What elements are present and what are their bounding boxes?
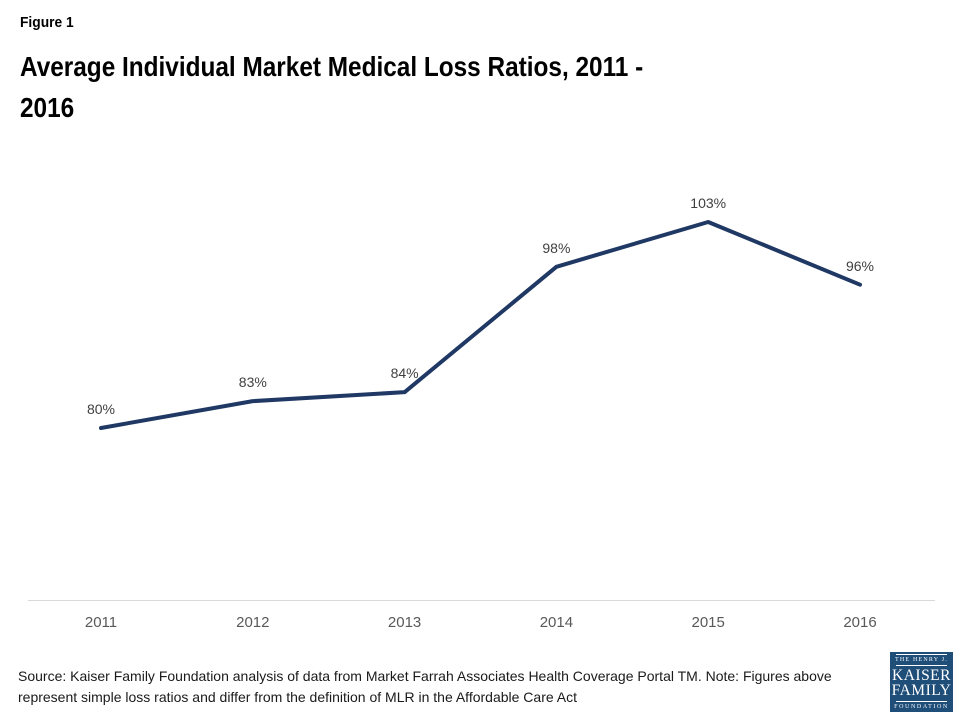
logo-bottom-text: FOUNDATION — [894, 704, 949, 710]
page-title-line-2: 2016 — [20, 92, 75, 123]
figure-label: Figure 1 — [20, 14, 74, 31]
source-note-line-2: represent simple loss ratios and differ … — [18, 689, 577, 705]
data-point-label: 83% — [238, 374, 267, 391]
data-point-label: 98% — [542, 239, 571, 256]
page-title: Average Individual Market Medical Loss R… — [20, 46, 643, 128]
x-axis-label: 2016 — [843, 614, 877, 631]
kaiser-family-foundation-logo: THE HENRY J. KAISER FAMILY FOUNDATION — [890, 652, 953, 712]
logo-top-text: THE HENRY J. — [894, 657, 948, 663]
x-axis-label: 2015 — [691, 614, 725, 631]
x-axis-label: 2011 — [84, 614, 118, 631]
x-axis-line — [28, 600, 935, 601]
x-axis-label: 2013 — [387, 614, 422, 631]
source-note: Source: Kaiser Family Foundation analysi… — [18, 666, 832, 708]
data-point-label: 96% — [845, 257, 875, 274]
data-point-label: 103% — [690, 195, 727, 211]
data-point-label: 80% — [86, 400, 116, 417]
page-title-line-1: Average Individual Market Medical Loss R… — [20, 51, 644, 82]
logo-rule-bottom — [896, 701, 947, 702]
data-point-label: 84% — [390, 365, 419, 382]
mlr-trend-line — [99, 220, 862, 430]
logo-name-line-1: KAISER — [892, 667, 951, 684]
logo-rule-under-top — [896, 665, 947, 666]
logo-rule-top — [896, 654, 947, 655]
logo-name-line-2: FAMILY — [891, 681, 952, 699]
source-note-line-1: Source: Kaiser Family Foundation analysi… — [18, 668, 832, 684]
x-axis-label: 2014 — [539, 614, 574, 631]
x-axis-label: 2012 — [236, 614, 270, 631]
